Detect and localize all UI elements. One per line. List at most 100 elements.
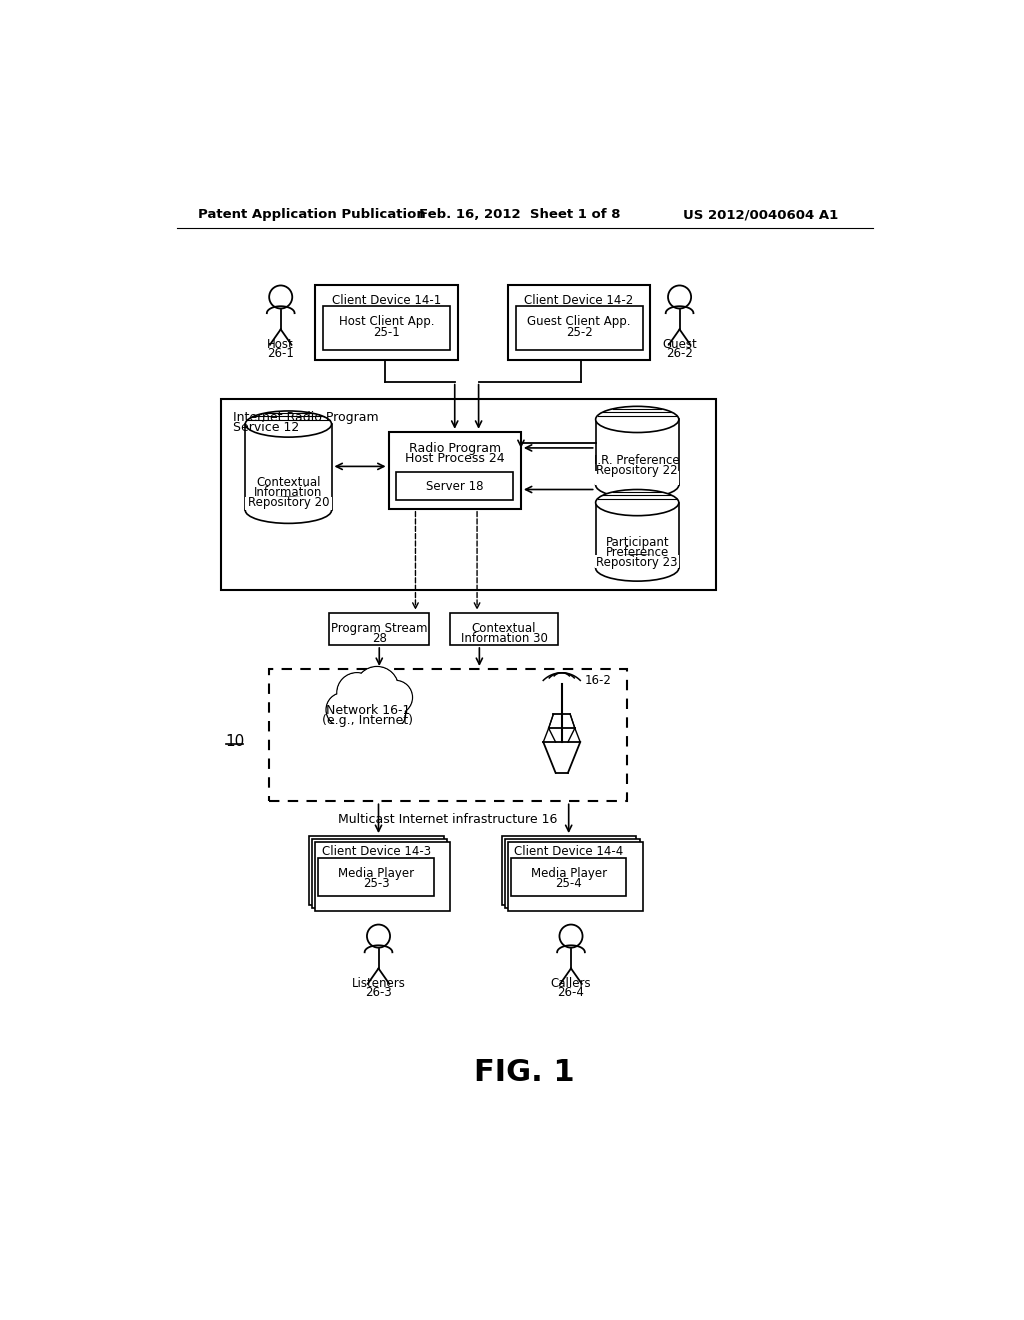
FancyBboxPatch shape [508, 842, 643, 911]
Circle shape [377, 700, 404, 729]
FancyBboxPatch shape [246, 424, 332, 511]
Circle shape [338, 673, 377, 713]
Circle shape [559, 924, 583, 948]
Text: Service 12: Service 12 [233, 421, 299, 434]
Text: Network 16-1: Network 16-1 [326, 704, 410, 717]
FancyBboxPatch shape [515, 306, 643, 350]
Text: Client Device 14-4: Client Device 14-4 [514, 845, 624, 858]
Text: Host: Host [267, 338, 294, 351]
Text: FIG. 1: FIG. 1 [474, 1057, 575, 1086]
Ellipse shape [246, 411, 332, 437]
FancyBboxPatch shape [451, 612, 558, 645]
Ellipse shape [596, 554, 679, 581]
Ellipse shape [246, 498, 332, 524]
Text: Guest Client App.: Guest Client App. [527, 315, 631, 329]
Circle shape [376, 700, 406, 729]
Text: Client Device 14-1: Client Device 14-1 [332, 294, 441, 308]
Text: Client Device 14-2: Client Device 14-2 [524, 294, 634, 308]
Text: Callers: Callers [551, 977, 591, 990]
Text: Preference: Preference [605, 545, 669, 558]
Text: Media Player: Media Player [338, 867, 415, 880]
Circle shape [356, 667, 398, 709]
FancyBboxPatch shape [315, 842, 451, 911]
Text: 10: 10 [225, 734, 244, 750]
Text: Host Client App.: Host Client App. [339, 315, 434, 329]
FancyBboxPatch shape [508, 285, 650, 360]
FancyBboxPatch shape [312, 840, 447, 908]
Circle shape [327, 693, 359, 726]
Text: Listeners: Listeners [351, 977, 406, 990]
Text: Media Player: Media Player [530, 867, 607, 880]
Circle shape [668, 285, 691, 309]
Circle shape [326, 693, 360, 726]
Text: Patent Application Publication: Patent Application Publication [199, 209, 426, 222]
FancyBboxPatch shape [505, 840, 640, 908]
Circle shape [355, 667, 398, 710]
FancyBboxPatch shape [323, 306, 451, 350]
Text: Participant: Participant [605, 536, 669, 549]
FancyBboxPatch shape [595, 471, 679, 484]
FancyBboxPatch shape [596, 420, 679, 484]
Circle shape [355, 667, 398, 710]
FancyBboxPatch shape [221, 400, 716, 590]
Circle shape [379, 681, 412, 714]
Circle shape [338, 702, 368, 733]
Circle shape [379, 681, 413, 714]
Text: 26-3: 26-3 [366, 986, 392, 999]
FancyBboxPatch shape [318, 858, 434, 896]
Text: Information 30: Information 30 [461, 632, 548, 645]
Circle shape [269, 285, 292, 309]
FancyBboxPatch shape [595, 554, 679, 568]
Text: Client Device 14-3: Client Device 14-3 [322, 845, 431, 858]
Ellipse shape [596, 407, 679, 433]
Circle shape [355, 705, 389, 738]
FancyBboxPatch shape [396, 471, 513, 499]
Text: Program Stream: Program Stream [331, 622, 428, 635]
Text: Radio Program: Radio Program [409, 442, 501, 455]
Text: Server 18: Server 18 [426, 480, 483, 494]
Text: 28: 28 [372, 632, 387, 645]
FancyBboxPatch shape [330, 612, 429, 645]
Circle shape [337, 673, 377, 713]
Text: Repository 20: Repository 20 [248, 496, 329, 510]
Circle shape [376, 700, 406, 729]
Circle shape [367, 924, 390, 948]
Text: (e.g., Internet): (e.g., Internet) [323, 714, 414, 726]
Text: Guest: Guest [663, 338, 697, 351]
Text: 26-2: 26-2 [667, 347, 693, 360]
Text: 26-4: 26-4 [557, 986, 585, 999]
Text: 25-3: 25-3 [362, 876, 389, 890]
Ellipse shape [596, 490, 679, 516]
Text: Host Process 24: Host Process 24 [404, 451, 505, 465]
Text: 26-1: 26-1 [267, 347, 294, 360]
Text: 16-2: 16-2 [585, 675, 611, 688]
FancyBboxPatch shape [315, 285, 458, 360]
Ellipse shape [596, 471, 679, 498]
Text: 25-4: 25-4 [555, 876, 582, 890]
Circle shape [355, 705, 389, 738]
FancyBboxPatch shape [245, 496, 332, 511]
Text: Multicast Internet infrastructure 16: Multicast Internet infrastructure 16 [339, 813, 558, 826]
FancyBboxPatch shape [317, 723, 418, 747]
FancyBboxPatch shape [502, 836, 637, 906]
FancyBboxPatch shape [596, 503, 679, 568]
Circle shape [356, 705, 389, 738]
Circle shape [326, 693, 360, 726]
Circle shape [337, 702, 368, 733]
Text: US 2012/0040604 A1: US 2012/0040604 A1 [683, 209, 839, 222]
Text: Repository 22: Repository 22 [596, 465, 678, 477]
FancyBboxPatch shape [388, 432, 521, 508]
Text: I.R. Preference: I.R. Preference [594, 454, 680, 467]
Circle shape [379, 681, 413, 714]
Text: Information: Information [254, 487, 323, 499]
Text: Internet Radio Program: Internet Radio Program [233, 411, 379, 424]
Text: 25-2: 25-2 [565, 326, 593, 339]
Text: Feb. 16, 2012  Sheet 1 of 8: Feb. 16, 2012 Sheet 1 of 8 [419, 209, 621, 222]
Text: 25-1: 25-1 [373, 326, 400, 339]
Circle shape [337, 702, 368, 733]
FancyBboxPatch shape [309, 836, 444, 906]
Circle shape [337, 673, 377, 713]
Text: Repository 23: Repository 23 [596, 556, 678, 569]
Text: Contextual: Contextual [472, 622, 537, 635]
FancyBboxPatch shape [269, 669, 628, 801]
